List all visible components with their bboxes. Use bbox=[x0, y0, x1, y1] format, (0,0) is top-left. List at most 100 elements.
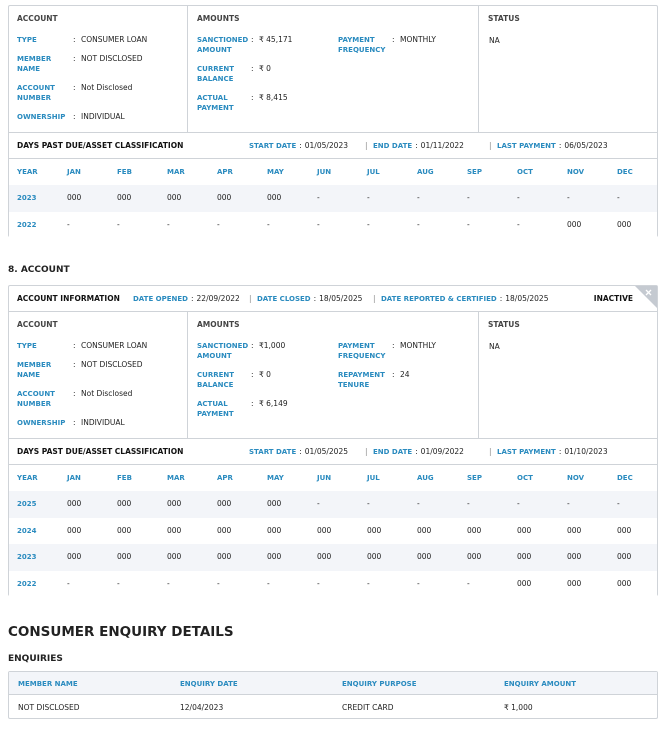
dpd-cell: - bbox=[117, 219, 120, 229]
month-header: APR bbox=[217, 474, 233, 482]
dpd-cell: 000 bbox=[467, 525, 482, 535]
account-state: INACTIVE bbox=[593, 294, 633, 303]
dpd-cell: - bbox=[617, 193, 620, 202]
field-value: CONSUMER LOAN bbox=[81, 35, 148, 44]
year-cell: 2022 bbox=[17, 220, 37, 229]
dpd-header: DAYS PAST DUE/ASSET CLASSIFICATION START … bbox=[9, 439, 657, 465]
dpd-cell: 000 bbox=[267, 525, 282, 535]
field-row: TYPE: CONSUMER LOAN bbox=[17, 341, 147, 351]
separator: : bbox=[415, 447, 418, 456]
month-header: MAR bbox=[167, 474, 185, 482]
dpd-title: DAYS PAST DUE/ASSET CLASSIFICATION bbox=[17, 141, 184, 150]
dpd-cell: - bbox=[117, 578, 120, 588]
field-row: ACTUAL PAYMENT: ₹ 8,415 bbox=[197, 93, 292, 113]
dpd-row: 2023 000 000 000 000 000 000 000 000 000 000 000 000 bbox=[9, 544, 657, 571]
field-label: PAYMENT FREQUENCY bbox=[338, 36, 386, 54]
dpd-cell: - bbox=[567, 499, 570, 508]
enquiry-subtitle: ENQUIRIES bbox=[8, 654, 63, 664]
separator: : bbox=[73, 418, 76, 427]
field-row: ACCOUNT NUMBER: Not Disclosed bbox=[17, 389, 147, 409]
separator: : bbox=[558, 141, 562, 150]
dpd-cell: 000 bbox=[167, 193, 182, 202]
date-value: 22/09/2022 bbox=[196, 294, 240, 303]
date-item: START DATE:01/05/2025 bbox=[249, 447, 348, 457]
separator: : bbox=[73, 389, 76, 398]
separator: : bbox=[73, 341, 76, 350]
dpd-cell: - bbox=[367, 578, 370, 588]
month-header: OCT bbox=[517, 474, 533, 482]
dpd-row: 2023 000 000 000 000 000 - - - - - - - bbox=[9, 185, 657, 212]
dpd-cell: 000 bbox=[117, 552, 132, 561]
account-details: ACCOUNT AMOUNTS STATUS TYPE: CONSUMER LOAN ME… bbox=[9, 6, 657, 133]
separator: : bbox=[73, 112, 76, 121]
field-row: CURRENT BALANCE: ₹ 0 bbox=[197, 64, 292, 84]
dpd-cell: - bbox=[67, 578, 70, 588]
dpd-cell: - bbox=[367, 219, 370, 229]
month-header: SEP bbox=[467, 474, 482, 482]
enquiry-column: ENQUIRY PURPOSE bbox=[342, 680, 417, 688]
date-item: LAST PAYMENT:06/05/2023 bbox=[497, 141, 608, 151]
date-item: END DATE:01/11/2022 bbox=[373, 141, 464, 151]
dpd-cell: - bbox=[517, 219, 520, 229]
dpd-cell: 000 bbox=[567, 525, 582, 535]
dpd-cell: - bbox=[317, 499, 320, 508]
field-column: SANCTIONED AMOUNT: ₹1,000 CURRENT BALANCE:… bbox=[197, 341, 288, 419]
dpd-cell: 000 bbox=[267, 193, 282, 202]
month-header: FEB bbox=[117, 474, 132, 482]
separator: : bbox=[191, 294, 194, 303]
dpd-cell: 000 bbox=[617, 525, 632, 535]
status-value: NA bbox=[489, 342, 500, 351]
field-row: REPAYMENT TENURE:24 bbox=[338, 370, 436, 390]
dpd-cell: - bbox=[417, 578, 420, 588]
dpd-cell: 000 bbox=[167, 552, 182, 561]
dpd-cell: 000 bbox=[367, 552, 382, 561]
dpd-cell: - bbox=[417, 219, 420, 229]
dpd-cell: 000 bbox=[67, 552, 82, 561]
month-header: NOV bbox=[567, 168, 585, 176]
enquiry-cell: 12/04/2023 bbox=[180, 703, 224, 712]
year-cell: 2023 bbox=[17, 194, 37, 202]
divider: | bbox=[365, 141, 368, 150]
date-value: 01/10/2023 bbox=[564, 447, 608, 456]
month-header: DEC bbox=[617, 474, 633, 482]
close-corner[interactable] bbox=[635, 286, 657, 308]
field-value: NOT DISCLOSED bbox=[81, 360, 143, 369]
column-title: ACCOUNT bbox=[17, 320, 58, 329]
year-cell: 2025 bbox=[17, 500, 37, 508]
dpd-cell: 000 bbox=[117, 499, 132, 508]
date-item: START DATE:01/05/2023 bbox=[249, 141, 348, 151]
dpd-cell: - bbox=[167, 219, 170, 229]
field-row: PAYMENT FREQUENCY: MONTHLY bbox=[338, 35, 436, 55]
month-header: YEAR bbox=[17, 474, 38, 482]
month-header: AUG bbox=[417, 168, 434, 176]
dpd-cell: 000 bbox=[517, 525, 532, 535]
enquiry-column: ENQUIRY AMOUNT bbox=[504, 680, 577, 688]
dpd-cell: - bbox=[467, 499, 470, 508]
date-item: DATE REPORTED & CERTIFIED:18/05/2025 bbox=[381, 294, 548, 304]
dpd-cell: - bbox=[267, 219, 270, 229]
dpd-cell: 000 bbox=[217, 499, 232, 508]
field-value: ₹1,000 bbox=[259, 341, 286, 350]
date-label: DATE CLOSED bbox=[257, 295, 311, 303]
field-label: SANCTIONED AMOUNT bbox=[197, 36, 249, 54]
dpd-row: 2022 - - - - - - - - - 000 000 000 bbox=[9, 570, 657, 597]
dpd-cell: 000 bbox=[167, 499, 182, 508]
field-row: PAYMENT FREQUENCY: MONTHLY bbox=[338, 341, 436, 361]
separator: : bbox=[251, 341, 254, 350]
field-value: 24 bbox=[400, 370, 410, 379]
dpd-cell: - bbox=[567, 193, 570, 202]
dpd-cell: 000 bbox=[417, 552, 432, 561]
year-cell: 2024 bbox=[17, 526, 37, 535]
field-label: ACTUAL PAYMENT bbox=[197, 400, 234, 418]
separator: : bbox=[73, 54, 76, 63]
enquiry-row: NOT DISCLOSED 12/04/2023 CREDIT CARD ₹ 1,00… bbox=[9, 695, 657, 719]
date-value: 01/11/2022 bbox=[420, 141, 464, 150]
dpd-cell: 000 bbox=[267, 499, 282, 508]
field-value: CONSUMER LOAN bbox=[81, 341, 148, 350]
enquiry-header: MEMBER NAME ENQUIRY DATE ENQUIRY PURPOSE EN… bbox=[9, 672, 657, 695]
dpd-row: 2025 000 000 000 000 000 - - - - - - - bbox=[9, 491, 657, 518]
separator: : bbox=[73, 83, 76, 92]
date-label: DATE REPORTED & CERTIFIED bbox=[381, 295, 497, 303]
dpd-cell: - bbox=[167, 578, 170, 588]
field-row: OWNERSHIP: INDIVIDUAL bbox=[17, 418, 147, 428]
